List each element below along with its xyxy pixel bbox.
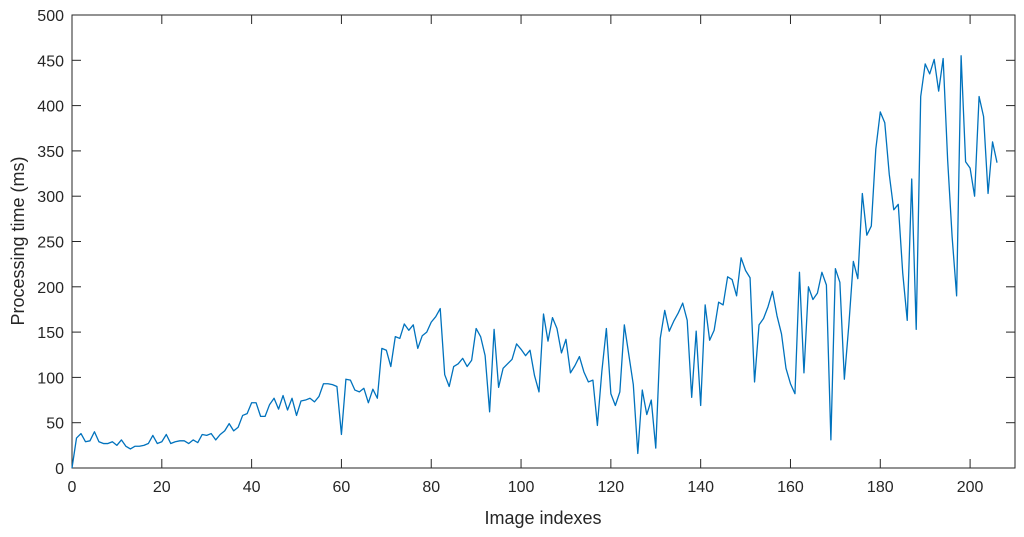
data-line xyxy=(71,55,998,469)
y-tick-label: 200 xyxy=(37,280,64,297)
x-tick-label: 100 xyxy=(508,479,535,496)
y-tick-label: 350 xyxy=(37,144,64,161)
x-tick-label: 120 xyxy=(598,479,625,496)
axes-box xyxy=(71,14,1016,469)
y-tick-label: 250 xyxy=(37,235,64,252)
y-axis-label: Processing time (ms) xyxy=(8,156,28,325)
y-tick-label: 450 xyxy=(37,53,64,70)
y-tick-label: 150 xyxy=(37,325,64,342)
y-tick-label: 500 xyxy=(37,8,64,25)
x-tick-label: 60 xyxy=(333,479,351,496)
x-tick-label: 200 xyxy=(957,479,984,496)
y-tick-label: 300 xyxy=(37,189,64,206)
y-tick-label: 100 xyxy=(37,370,64,387)
x-tick-label: 0 xyxy=(68,479,77,496)
x-tick-label: 160 xyxy=(777,479,804,496)
x-axis-label: Image indexes xyxy=(484,508,601,528)
x-tick-label: 20 xyxy=(153,479,171,496)
x-tick-label: 40 xyxy=(243,479,261,496)
y-tick-label: 400 xyxy=(37,99,64,116)
x-tick-label: 140 xyxy=(687,479,714,496)
x-tick-label: 180 xyxy=(867,479,894,496)
x-tick-label: 80 xyxy=(422,479,440,496)
y-tick-label: 0 xyxy=(55,461,64,478)
y-tick-label: 50 xyxy=(46,416,64,433)
